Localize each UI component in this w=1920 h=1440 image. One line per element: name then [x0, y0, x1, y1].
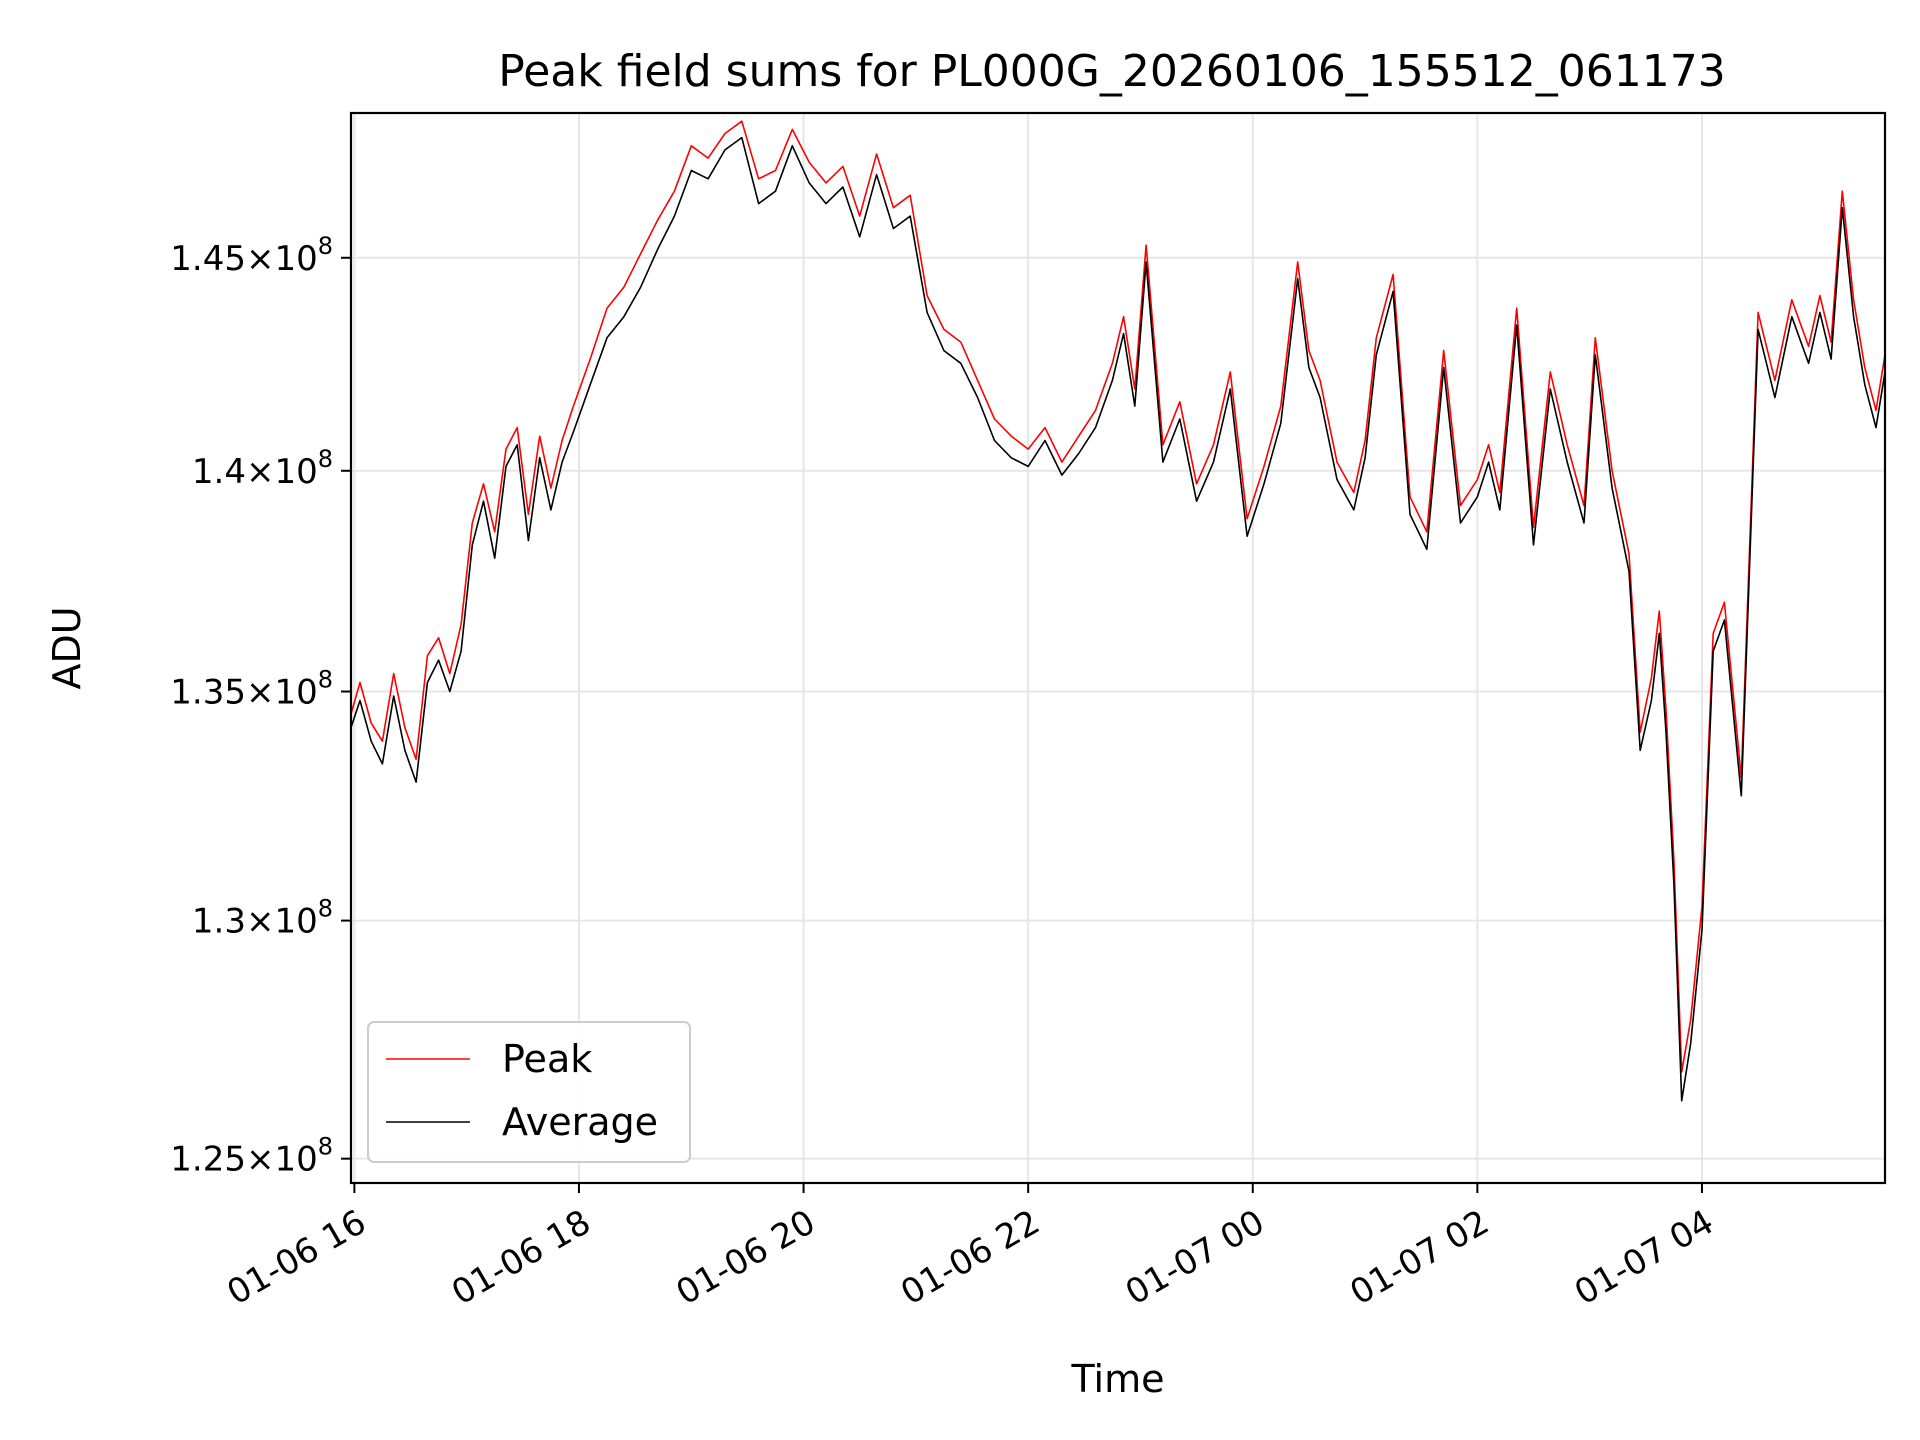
legend-label-average: Average [502, 1100, 658, 1144]
y-tick-label: 1.45×108 [170, 232, 333, 279]
y-tick-label: 1.35×108 [170, 666, 333, 713]
legend: Peak Average [367, 1021, 691, 1163]
grid [351, 113, 1885, 1183]
x-axis-label: Time [1071, 1357, 1165, 1401]
legend-label-peak: Peak [502, 1037, 592, 1081]
series-line-average [351, 136, 1885, 1102]
legend-box [367, 1021, 691, 1163]
series-layer [351, 120, 1885, 1102]
chart-title: Peak field sums for PL000G_20260106_1555… [498, 46, 1725, 97]
y-axis-label: ADU [45, 606, 89, 689]
y-tick-label: 1.25×108 [170, 1133, 333, 1180]
y-tick-label: 1.4×108 [192, 445, 333, 492]
series-line-peak [351, 120, 1885, 1073]
plot-frame [349, 111, 1887, 1185]
y-tick-label: 1.3×108 [192, 895, 333, 942]
plot-area [351, 120, 1885, 1102]
y-axis: 1.25×108 1.3×108 1.35×108 1.4×108 1.45×108 [170, 232, 351, 1180]
